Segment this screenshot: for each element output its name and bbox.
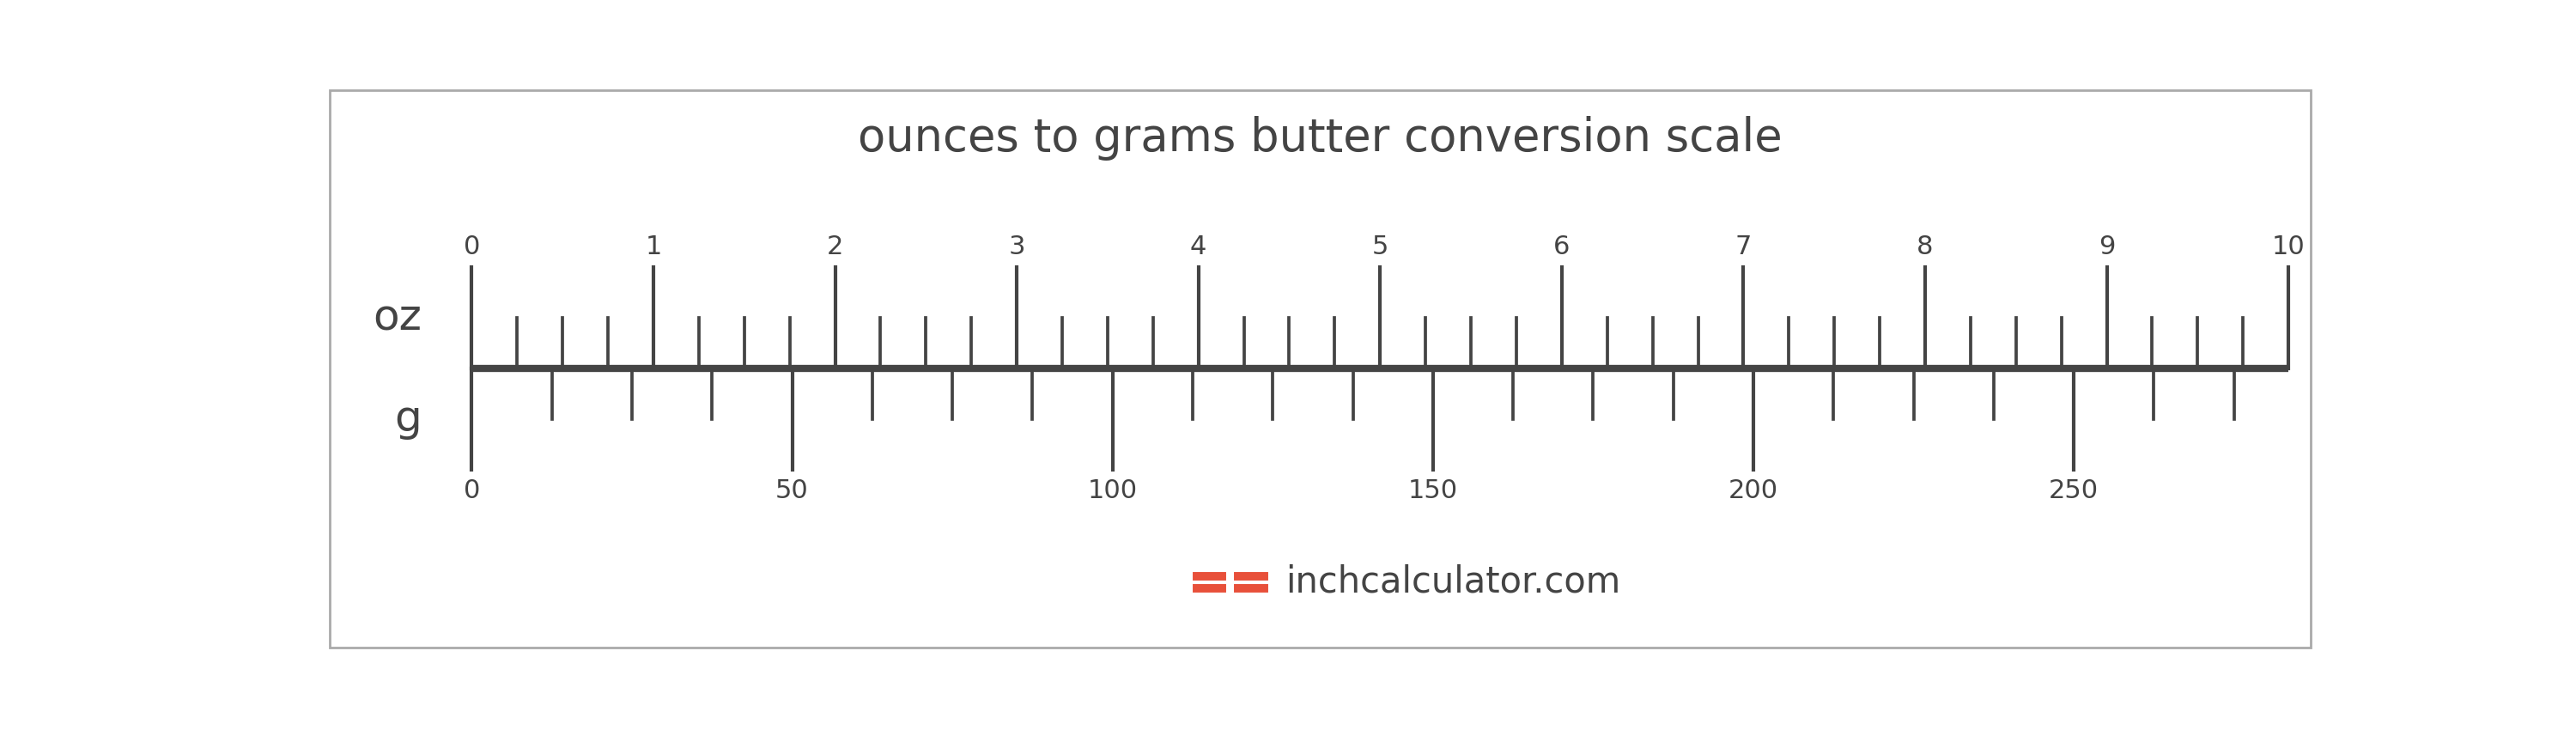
Text: 250: 250 bbox=[2048, 478, 2099, 503]
Text: 150: 150 bbox=[1409, 478, 1458, 503]
Text: 200: 200 bbox=[1728, 478, 1777, 503]
Text: 3: 3 bbox=[1007, 234, 1025, 259]
Bar bbox=[1193, 572, 1226, 581]
Bar bbox=[1234, 583, 1270, 593]
Text: inchcalculator.com: inchcalculator.com bbox=[1285, 564, 1620, 600]
Bar bbox=[1234, 572, 1270, 581]
Text: 10: 10 bbox=[2272, 234, 2306, 259]
Text: 9: 9 bbox=[2099, 234, 2115, 259]
Text: 1: 1 bbox=[644, 234, 662, 259]
Text: 7: 7 bbox=[1736, 234, 1752, 259]
Text: g: g bbox=[394, 399, 422, 440]
Text: 4: 4 bbox=[1190, 234, 1206, 259]
Text: ounces to grams butter conversion scale: ounces to grams butter conversion scale bbox=[858, 116, 1783, 161]
Bar bbox=[1193, 583, 1226, 593]
Text: 2: 2 bbox=[827, 234, 842, 259]
Text: 6: 6 bbox=[1553, 234, 1571, 259]
Text: 0: 0 bbox=[464, 478, 479, 503]
Text: 0: 0 bbox=[464, 234, 479, 259]
Text: 5: 5 bbox=[1373, 234, 1388, 259]
Text: 100: 100 bbox=[1087, 478, 1139, 503]
Text: oz: oz bbox=[374, 297, 422, 339]
Text: 8: 8 bbox=[1917, 234, 1935, 259]
Text: 50: 50 bbox=[775, 478, 809, 503]
